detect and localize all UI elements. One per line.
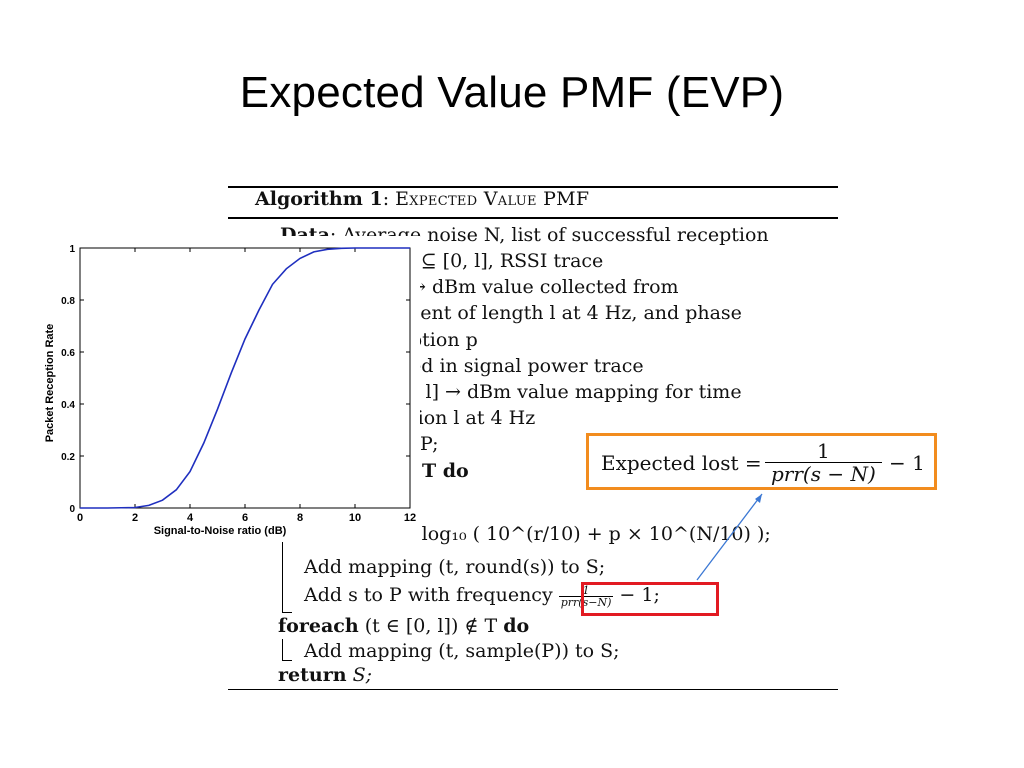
- algo-line-2: T ⊆ [0, l], RSSI trace: [402, 250, 604, 272]
- highlight-box: [581, 582, 719, 616]
- algo-line-12: Add mapping (t, round(s)) to S;: [304, 556, 606, 578]
- algo-line-7: ), l] → dBm value mapping for time: [406, 381, 742, 403]
- algo-line-15: Add mapping (t, sample(P)) to S;: [304, 640, 620, 662]
- algorithm-box: Algorithm 1: Expected Value PMF Data: Av…: [228, 186, 838, 691]
- y-tick-label: 0.2: [61, 452, 75, 463]
- y-tick-label: 0: [69, 504, 75, 515]
- algo-line-return: return S;: [278, 664, 372, 686]
- algorithm-title-label: Algorithm 1: [255, 188, 383, 210]
- prr-chart: 0 2 4 6 8 10 12 0 0.2 0.4 0.6 0.8 1 Signal-to-Noise r…: [40, 236, 420, 542]
- return-value: S;: [352, 664, 372, 686]
- algo-line-6: ed in signal power trace: [410, 355, 644, 377]
- foreach-bracket: [282, 639, 283, 661]
- x-axis-label: Signal-to-Noise ratio (dB): [154, 525, 287, 537]
- prr-chart-svg: 0 2 4 6 8 10 12 0 0.2 0.4 0.6 0.8 1 Signal-to-Noise r…: [44, 244, 416, 537]
- x-tick-label: 2: [132, 512, 138, 524]
- formula-numerator: 1: [765, 440, 882, 463]
- slide-title: Expected Value PMF (EVP): [239, 68, 785, 117]
- algo-line-9: P;: [420, 433, 439, 455]
- foreach-condition: (t ∈ [0, l]) ∉ T: [364, 615, 498, 637]
- algorithm-bottom-rule: [228, 689, 838, 690]
- loop-bracket: [282, 491, 283, 613]
- x-tick-label: 10: [349, 512, 361, 524]
- x-tick-label: 0: [77, 512, 83, 524]
- x-tick-label: 6: [242, 512, 248, 524]
- algo-line-4: nent of length l at 4 Hz, and phase: [408, 302, 742, 324]
- loop-bracket-end: [282, 612, 292, 613]
- formula-denominator: prr(s − N): [771, 462, 876, 486]
- formula-box: Expected lost = 1 prr(s − N) − 1: [586, 433, 937, 490]
- foreach-bracket-end: [282, 660, 292, 661]
- y-tick-label: 0.8: [61, 296, 75, 307]
- do-keyword: do: [503, 615, 530, 637]
- algorithm-title: Algorithm 1: Expected Value PMF: [255, 188, 590, 210]
- x-tick-label: 12: [404, 512, 416, 524]
- small-fraction-numerator: 1: [558, 585, 614, 597]
- formula-lhs: Expected lost =: [601, 451, 762, 475]
- algo-line-13-text: Add s to P with frequency: [304, 584, 553, 606]
- y-tick-label: 0.6: [61, 348, 75, 359]
- x-tick-label: 8: [297, 512, 303, 524]
- formula-fraction: 1 prr(s − N): [765, 440, 882, 485]
- return-keyword: return: [278, 664, 347, 686]
- small-fraction-denominator: prr(s−N): [560, 595, 612, 609]
- y-axis-label: Packet Reception Rate: [44, 324, 56, 443]
- algo-line-13-end: − 1;: [619, 584, 660, 606]
- y-tick-label: 1: [69, 244, 75, 255]
- algo-line-foreach: foreach (t ∈ [0, l]) ∉ T do: [278, 615, 529, 637]
- algo-line-3: → dBm value collected from: [410, 276, 679, 298]
- prr-curve: [80, 247, 410, 509]
- algorithm-title-name: Expected Value PMF: [395, 188, 590, 210]
- y-tick-label: 0.4: [61, 400, 75, 411]
- formula-rest: − 1: [889, 451, 925, 475]
- plot-frame: [79, 247, 411, 509]
- algo-line-10: T do: [422, 460, 469, 482]
- foreach-keyword: foreach: [278, 615, 359, 637]
- small-fraction: 1 prr(s−N): [558, 585, 614, 609]
- algo-line-11: Find s = 10 log₁₀ ( 10^(r/10) + p × 10^(…: [304, 523, 771, 545]
- algo-line-5: ption p: [410, 329, 478, 351]
- algo-line-1-text: : Average noise N, list of successful re…: [329, 224, 769, 246]
- algo-line-13: Add s to P with frequency 1 prr(s−N) − 1;: [304, 584, 660, 608]
- algorithm-header-rule: [228, 217, 838, 219]
- x-tick-label: 4: [187, 512, 194, 524]
- algo-line-8: tion l at 4 Hz: [410, 407, 536, 429]
- algorithm-top-rule: [228, 186, 838, 188]
